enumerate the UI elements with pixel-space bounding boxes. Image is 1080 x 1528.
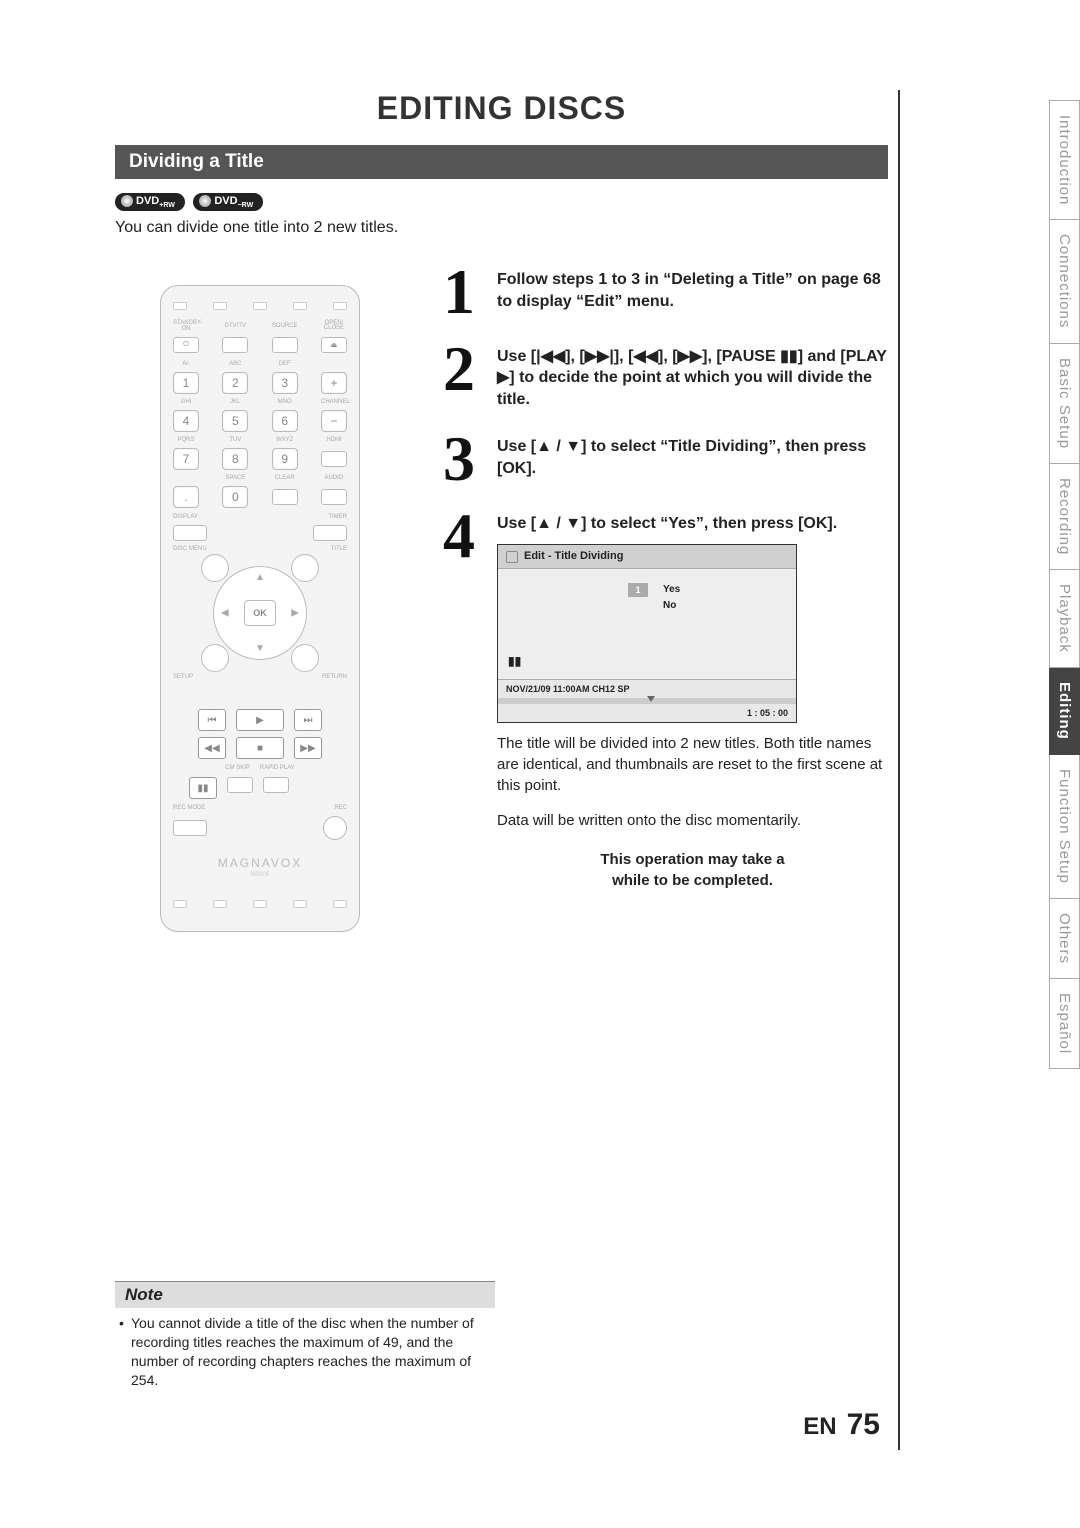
up-arrow-icon: ▲ [255,572,265,583]
step-number: 4 [435,509,483,563]
note-heading: Note [115,1282,495,1308]
dvd-minus-rw-badge: DVD−RW [193,193,263,211]
ok-button: OK [244,600,276,626]
side-tab-playback[interactable]: Playback [1049,570,1080,668]
step-text: Use [▲ / ▼] to select “Yes”, then press … [497,509,888,892]
note-item: You cannot divide a title of the disc wh… [119,1314,491,1390]
skip-fwd-icon: ⏭ [294,709,322,731]
left-arrow-icon: ◀ [221,608,229,619]
step-text: Use [▲ / ▼] to select “Title Dividing”, … [497,432,888,479]
dvd-plus-rw-badge: DVD+RW [115,193,185,211]
side-tab-español[interactable]: Español [1049,979,1080,1069]
power-icon: ⏻ [173,337,199,353]
side-tab-basic-setup[interactable]: Basic Setup [1049,344,1080,464]
step-3: 3 Use [▲ / ▼] to select “Title Dividing”… [435,432,888,486]
side-tab-connections[interactable]: Connections [1049,220,1080,343]
side-tab-introduction[interactable]: Introduction [1049,100,1080,220]
rewind-icon: ◀◀ [198,737,226,759]
step-number: 3 [435,432,483,486]
side-tab-recording[interactable]: Recording [1049,464,1080,570]
ffwd-icon: ▶▶ [294,737,322,759]
no-option: No [663,599,676,613]
stop-icon: ■ [236,737,284,759]
play-icon: ▶ [236,709,284,731]
side-tab-editing[interactable]: Editing [1049,668,1080,755]
step-text: Use [|◀◀], [▶▶|], [◀◀], [▶▶], [PAUSE ▮▮]… [497,342,888,411]
disc-badges: DVD+RW DVD−RW [115,191,888,211]
side-tabs: IntroductionConnectionsBasic SetupRecord… [910,100,1080,1069]
osd-preview: Edit - Title Dividing 1 Yes No ▮▮ NOV/21… [497,544,797,723]
pause-icon: ▮▮ [189,777,217,799]
step-2: 2 Use [|◀◀], [▶▶|], [◀◀], [▶▶], [PAUSE ▮… [435,342,888,411]
nav-ring: OK ▲ ▼ ◀ ▶ [205,558,315,668]
edit-icon [506,551,518,563]
side-tab-function-setup[interactable]: Function Setup [1049,755,1080,899]
step-1: 1 Follow steps 1 to 3 in “Deleting a Tit… [435,265,888,319]
page-footer: EN75 [803,1408,880,1442]
down-arrow-icon: ▼ [255,643,265,654]
section-heading: Dividing a Title [115,145,888,179]
yes-option: Yes [663,583,680,597]
pause-indicator-icon: ▮▮ [508,653,521,669]
intro-paragraph: You can divide one title into 2 new titl… [115,219,888,237]
step-number: 2 [435,342,483,396]
osd-duration: 1 : 05 : 00 [747,707,788,719]
brand-logo: MAGNAVOX [173,856,347,870]
step-result-text: The title will be divided into 2 new tit… [497,733,888,796]
thumbnail-chip: 1 [628,583,648,597]
page-title: EDITING DISCS [115,90,888,127]
remote-illustration: STANDBY-ON DTV/TV SOURCE OPEN/ CLOSE ⏻ ⏏… [160,285,360,932]
note-box: Note You cannot divide a title of the di… [115,1281,495,1390]
skip-back-icon: ⏮ [198,709,226,731]
osd-timestamp: NOV/21/09 11:00AM CH12 SP [506,683,630,695]
operation-warning: This operation may take a while to be co… [497,849,888,891]
step-result-text: Data will be written onto the disc momen… [497,810,888,831]
step-text: Follow steps 1 to 3 in “Deleting a Title… [497,265,888,312]
step-number: 1 [435,265,483,319]
right-arrow-icon: ▶ [291,608,299,619]
eject-icon: ⏏ [321,337,347,353]
step-4: 4 Use [▲ / ▼] to select “Yes”, then pres… [435,509,888,892]
side-tab-others[interactable]: Others [1049,899,1080,979]
